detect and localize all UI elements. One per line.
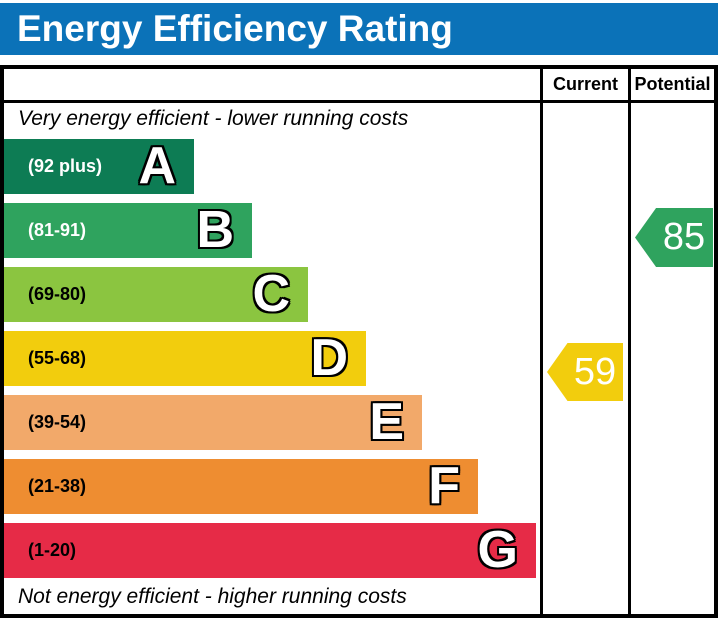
band-row-c: (69-80) C bbox=[4, 267, 308, 322]
header-separator bbox=[4, 100, 714, 103]
current-rating-value: 59 bbox=[573, 350, 617, 393]
potential-rating-arrow: 85 bbox=[635, 208, 713, 267]
page-title: Energy Efficiency Rating bbox=[17, 8, 453, 49]
band-letter-f: F bbox=[428, 457, 460, 515]
band-letter-g: G bbox=[477, 521, 518, 579]
band-row-b: (81-91) B bbox=[4, 203, 252, 258]
band-row-d: (55-68) D bbox=[4, 331, 366, 386]
current-rating-arrow: 59 bbox=[547, 343, 623, 401]
band-range-label-e: (39-54) bbox=[28, 412, 87, 432]
band-letter-a: A bbox=[138, 137, 176, 195]
band-range-label-g: (1-20) bbox=[28, 540, 77, 560]
rating-table: Current Potential Very energy efficient … bbox=[0, 65, 718, 618]
title-bar: Energy Efficiency Rating bbox=[0, 3, 718, 55]
potential-rating-value: 85 bbox=[662, 216, 706, 258]
column-divider-current-potential bbox=[628, 69, 631, 614]
band-range-label-f: (21-38) bbox=[28, 476, 87, 496]
band-row-f: (21-38) F bbox=[4, 459, 478, 514]
bottom-note: Not energy efficient - higher running co… bbox=[18, 585, 407, 608]
band-row-e: (39-54) E bbox=[4, 395, 422, 450]
band-letter-e: E bbox=[369, 393, 404, 451]
band-letter-d: D bbox=[310, 329, 348, 387]
band-letter-c: C bbox=[252, 265, 290, 323]
top-note: Very energy efficient - lower running co… bbox=[18, 107, 409, 130]
band-range-label-c: (69-80) bbox=[28, 284, 87, 304]
band-row-g: (1-20) G bbox=[4, 523, 536, 578]
band-range-label-a: (92 plus) bbox=[28, 156, 103, 176]
band-letter-b: B bbox=[196, 201, 234, 259]
column-divider-main-current bbox=[540, 69, 543, 614]
column-header-current: Current bbox=[552, 74, 618, 94]
band-range-label-b: (81-91) bbox=[28, 220, 87, 240]
band-range-label-d: (55-68) bbox=[28, 348, 87, 368]
column-header-potential: Potential bbox=[634, 74, 711, 94]
band-row-a: (92 plus) A bbox=[4, 139, 194, 194]
